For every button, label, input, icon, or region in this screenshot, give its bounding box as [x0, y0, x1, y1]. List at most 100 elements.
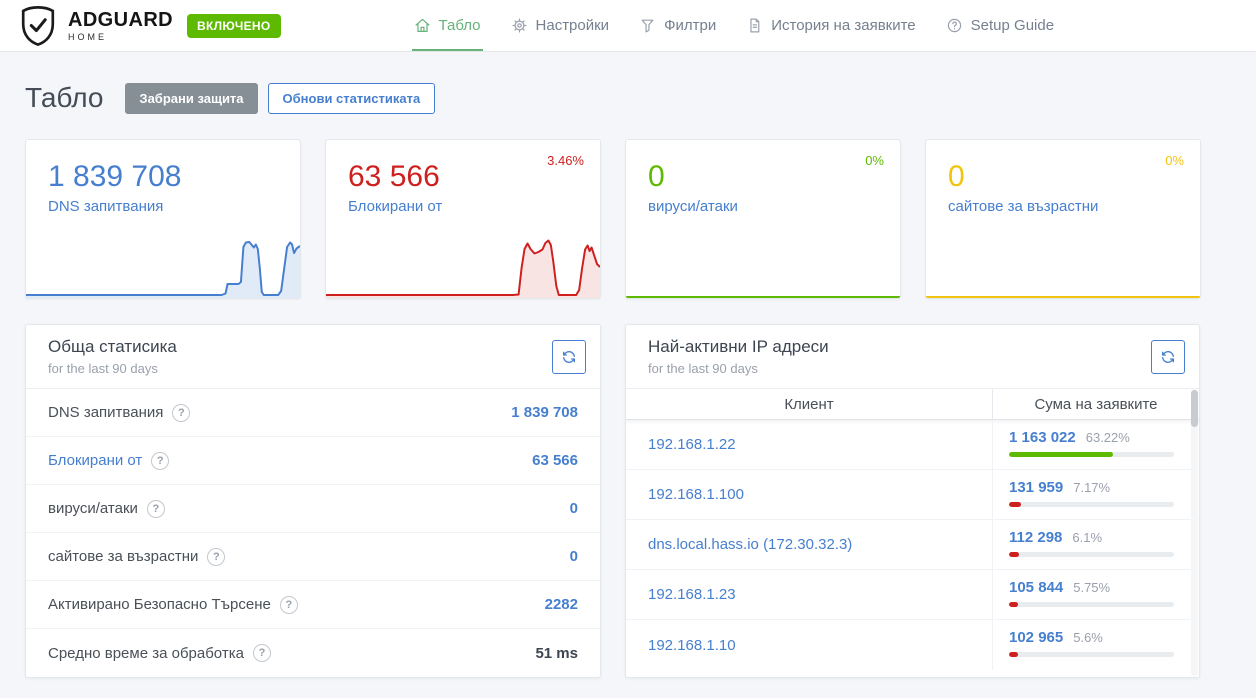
panel-head: Най-активни IP адреси for the last 90 da… [626, 325, 1199, 389]
client-request-count: 112 298 [1009, 529, 1063, 546]
client-request-percent: 63.22% [1085, 430, 1130, 445]
progress-bar-track [1009, 502, 1174, 507]
nav-tab-filters[interactable]: Филтри [624, 0, 731, 51]
refresh-button[interactable] [552, 339, 586, 374]
row-label: Активирано Безопасно Търсене ? [48, 595, 298, 614]
document-icon [750, 18, 760, 33]
column-header-client[interactable]: Клиент [626, 389, 993, 419]
client-ip-link[interactable]: 192.168.1.100 [626, 470, 993, 519]
stats-row-safe-search: Активирано Безопасно Търсене ? 2282 [26, 581, 600, 629]
client-request-sum: 131 959 7.17% [993, 470, 1199, 519]
progress-bar-fill [1009, 552, 1020, 557]
panel-head: Обща статисика for the last 90 days [26, 325, 600, 389]
table-scrollbar-track[interactable] [1191, 389, 1198, 676]
client-request-sum: 1 163 022 63.22% [993, 420, 1199, 469]
help-icon[interactable]: ? [252, 644, 271, 662]
column-header-request-count[interactable]: Сума на заявките [1034, 395, 1158, 413]
brand: ADGUARD HOME ВКЛЮЧЕНО [18, 0, 281, 51]
clients-table-header: Клиент Сума на заявките [626, 389, 1199, 420]
refresh-icon [563, 350, 575, 363]
client-row: 192.168.1.23 105 844 5.75% [626, 570, 1199, 620]
stat-label-link[interactable]: DNS запитвания [48, 198, 164, 215]
help-icon[interactable]: ? [151, 451, 170, 470]
stat-percent: 3.46% [547, 153, 584, 168]
page-title: Табло [25, 82, 104, 113]
panel-title: Обща статисика [48, 337, 177, 356]
stat-percent: 0% [1165, 153, 1184, 168]
row-label: сайтове за възрастни ? [48, 547, 226, 566]
client-row: dns.local.hass.io (172.30.32.3) 112 298 … [626, 520, 1199, 570]
nav-tab-settings[interactable]: Настройки [496, 0, 625, 51]
nav-tab-dashboard[interactable]: Табло [399, 0, 496, 51]
table-scrollbar-thumb[interactable] [1191, 390, 1198, 427]
row-value: 51 ms [535, 644, 578, 662]
nav-tab-label: История на заявките [771, 17, 916, 34]
stats-row-threats: вируси/атаки ? 0 [26, 485, 600, 533]
client-request-count: 105 844 [1009, 579, 1064, 596]
main-nav: Табло Настройки Филтри [399, 0, 1070, 51]
refresh-icon [1162, 350, 1174, 363]
adult-sites-flatline [926, 296, 1200, 298]
brand-subtitle: HOME [68, 31, 107, 42]
stat-card-blocked: 3.46% 63 566 Блокирани от [325, 139, 601, 299]
nav-tab-label: Setup Guide [970, 17, 1055, 34]
status-badge: ВКЛЮЧЕНО [187, 13, 281, 38]
brand-text: ADGUARD HOME [68, 10, 173, 42]
disable-protection-button[interactable]: Забрани защита [125, 82, 258, 114]
client-request-count: 1 163 022 [1009, 429, 1076, 446]
help-icon[interactable]: ? [146, 499, 165, 518]
client-row: 192.168.1.22 1 163 022 63.22% [626, 420, 1199, 470]
progress-bar-track [1009, 602, 1174, 607]
general-statistics-panel: Обща статисика for the last 90 days DNS … [25, 324, 601, 678]
client-ip-link[interactable]: 192.168.1.22 [626, 420, 993, 469]
row-label-text: Активирано Безопасно Търсене [48, 596, 271, 613]
progress-bar-fill [1009, 602, 1019, 607]
refresh-statistics-button[interactable]: Обнови статистиката [267, 82, 436, 114]
client-ip-link[interactable]: 192.168.1.23 [626, 570, 993, 619]
help-icon[interactable]: ? [172, 403, 191, 422]
nav-tab-setup-guide[interactable]: Setup Guide [931, 0, 1069, 51]
row-label-text: DNS запитвания [48, 404, 164, 421]
stats-row-avg-processing-time: Средно време за обработка ? 51 ms [26, 629, 600, 677]
panel-subtitle: for the last 90 days [48, 361, 158, 376]
client-ip-link[interactable]: 192.168.1.10 [626, 620, 993, 670]
dns-queries-sparkline [26, 241, 300, 298]
row-value: 2282 [544, 596, 578, 613]
client-request-percent: 5.6% [1073, 630, 1103, 645]
stat-cards-row: 1 839 708 DNS запитвания 3.46% 63 566 Бл… [25, 139, 1201, 299]
progress-bar-track [1009, 652, 1174, 657]
refresh-button[interactable] [1151, 339, 1185, 374]
stat-card-adult-sites: 0% 0 сайтове за възрастни [925, 139, 1201, 299]
help-icon[interactable]: ? [207, 547, 226, 566]
stat-card-dns-queries: 1 839 708 DNS запитвания [25, 139, 301, 299]
panel-title: Най-активни IP адреси [648, 337, 829, 356]
row-label-link[interactable]: Блокирани от ? [48, 451, 170, 470]
row-value: 63 566 [532, 452, 578, 469]
stat-value: 63 566 [348, 160, 440, 193]
row-label-text: вируси/атаки [48, 500, 138, 517]
client-request-percent: 5.75% [1073, 580, 1111, 595]
client-ip-link[interactable]: dns.local.hass.io (172.30.32.3) [626, 520, 993, 569]
client-request-percent: 6.1% [1072, 530, 1103, 545]
stat-label-link[interactable]: Блокирани от [348, 198, 443, 215]
client-row: 192.168.1.100 131 959 7.17% [626, 470, 1199, 520]
panel-subtitle: for the last 90 days [648, 361, 758, 376]
client-request-count: 131 959 [1009, 479, 1064, 496]
top-bar: ADGUARD HOME ВКЛЮЧЕНО Табло [0, 0, 1256, 52]
gear-icon [511, 18, 527, 33]
stat-percent: 0% [865, 153, 884, 168]
row-value: 1 839 708 [511, 404, 578, 421]
stat-label-link[interactable]: вируси/атаки [648, 198, 738, 215]
row-label-text: Средно време за обработка [48, 644, 244, 662]
filter-icon [641, 19, 654, 33]
stat-label-link[interactable]: сайтове за възрастни [948, 198, 1099, 215]
help-circle-icon [947, 18, 961, 33]
brand-name: ADGUARD [68, 8, 174, 31]
nav-tab-query-log[interactable]: История на заявките [731, 0, 930, 51]
help-icon[interactable]: ? [279, 595, 298, 614]
row-label: вируси/атаки ? [48, 499, 165, 518]
nav-tab-label: Филтри [664, 17, 717, 34]
client-request-percent: 7.17% [1073, 480, 1111, 495]
clients-table-body: 192.168.1.22 1 163 022 63.22% 192.168.1.… [626, 420, 1199, 670]
threats-flatline [626, 296, 900, 298]
